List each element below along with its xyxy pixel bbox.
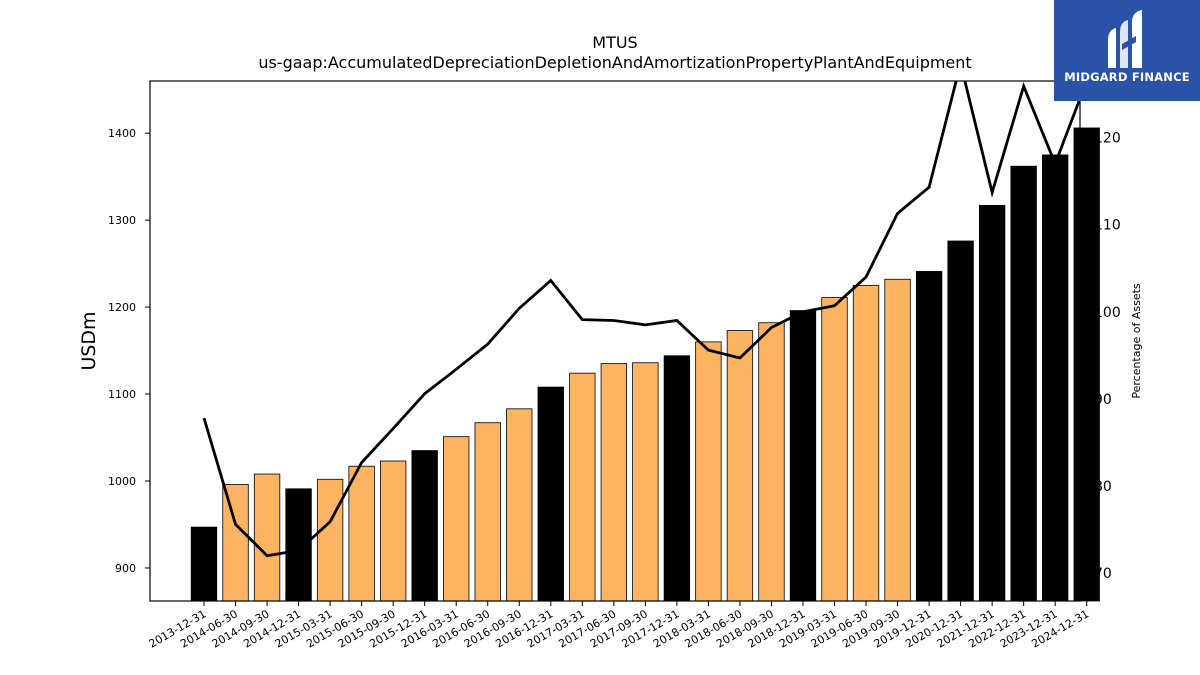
chart-subtitle: us-gaap:AccumulatedDepreciationDepletion… bbox=[258, 53, 971, 72]
y2-tick-label: 110 bbox=[1094, 218, 1121, 234]
y-tick-label: 900 bbox=[115, 562, 136, 575]
bar-2019-09-30 bbox=[884, 278, 911, 602]
y-tick-label: 1300 bbox=[108, 214, 136, 227]
y-tick-label: 1400 bbox=[108, 127, 136, 140]
y2-axis-label: Percentage of Assets bbox=[1130, 283, 1143, 399]
bar-2017-09-30 bbox=[632, 362, 659, 602]
bar-2015-12-31 bbox=[411, 450, 438, 602]
y2-tick-label: 70 bbox=[1094, 566, 1112, 582]
bar-2021-12-31 bbox=[978, 204, 1006, 602]
bar-2015-09-30 bbox=[379, 460, 407, 602]
bar-2023-12-31 bbox=[1042, 154, 1069, 602]
y-axis-label: USDm bbox=[78, 311, 100, 370]
bar-2018-09-30 bbox=[758, 322, 785, 602]
logo-mark-icon bbox=[1108, 10, 1142, 68]
line-series-percentage bbox=[202, 81, 1080, 558]
bar-2024-12-31 bbox=[1073, 127, 1100, 602]
bar-2019-03-31 bbox=[821, 297, 848, 602]
y2-tick-label: 120 bbox=[1094, 131, 1121, 147]
bar-2020-12-31 bbox=[947, 240, 974, 602]
bar-2016-09-30 bbox=[506, 408, 533, 602]
bar-2018-12-31 bbox=[789, 310, 817, 602]
bar-2018-03-31 bbox=[695, 341, 722, 602]
bar-2013-12-31 bbox=[190, 526, 218, 602]
y-tick-label: 1000 bbox=[108, 475, 136, 488]
y2-tick-label: 100 bbox=[1094, 305, 1121, 321]
bars-group bbox=[190, 127, 1100, 602]
logo-text: MIDGARD FINANCE bbox=[1064, 70, 1190, 84]
y2-tick-label: 80 bbox=[1094, 479, 1112, 495]
y-tick-label: 1200 bbox=[108, 301, 136, 314]
y-tick-label: 1100 bbox=[108, 388, 136, 401]
bar-2017-06-30 bbox=[600, 363, 627, 602]
bar-2019-12-31 bbox=[915, 271, 943, 602]
bar-2017-12-31 bbox=[663, 355, 691, 602]
bar-2016-03-31 bbox=[443, 436, 470, 602]
bar-2014-12-31 bbox=[285, 488, 312, 602]
bar-2014-09-30 bbox=[253, 473, 281, 602]
bar-2022-12-31 bbox=[1010, 165, 1037, 602]
plot-frame bbox=[149, 80, 1081, 602]
bar-2015-06-30 bbox=[348, 465, 375, 602]
chart-title: MTUS bbox=[592, 33, 637, 52]
line-group bbox=[202, 81, 1080, 558]
bar-2014-06-30 bbox=[222, 484, 249, 602]
bar-2019-06-30 bbox=[852, 284, 880, 602]
bar-2015-03-31 bbox=[316, 478, 344, 602]
bar-2016-12-31 bbox=[537, 386, 564, 602]
bar-2016-06-30 bbox=[474, 422, 501, 602]
bar-2017-03-31 bbox=[569, 372, 596, 602]
brand-logo: MIDGARD FINANCE bbox=[1054, 0, 1200, 101]
bar-2018-06-30 bbox=[726, 330, 754, 602]
y2-tick-label: 90 bbox=[1094, 392, 1112, 408]
